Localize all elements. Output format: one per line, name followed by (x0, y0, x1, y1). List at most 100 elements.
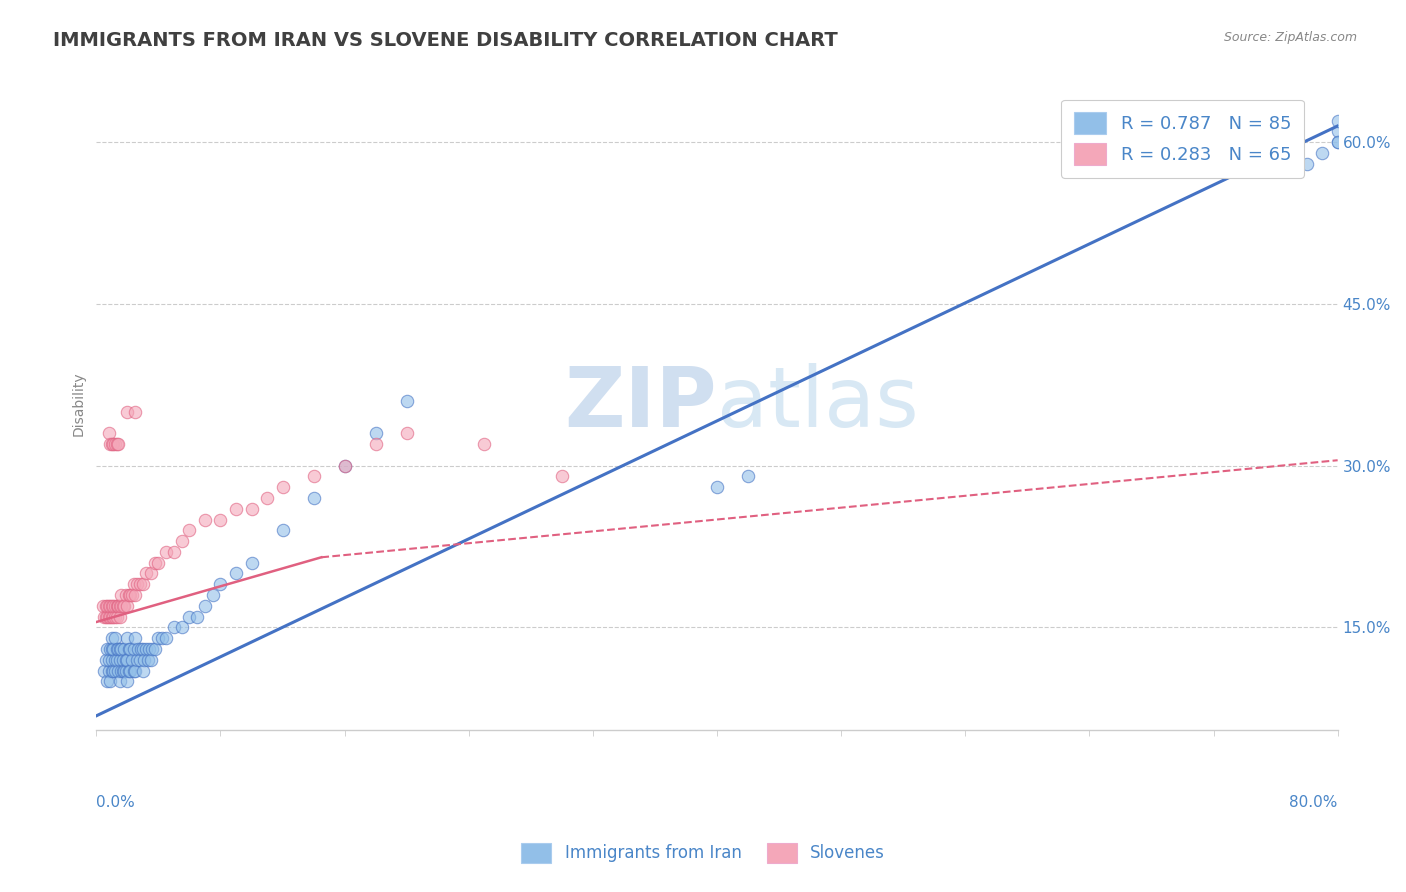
Point (472, 437, 495, 451)
Point (179, 524, 201, 538)
Point (96, 674, 118, 689)
Point (105, 653, 128, 667)
Point (240, 556, 263, 570)
Point (96, 642, 118, 657)
Point (136, 653, 159, 667)
Point (107, 642, 129, 657)
Point (101, 664, 124, 678)
Point (104, 631, 127, 645)
Point (124, 631, 146, 645)
Point (98, 642, 121, 657)
Point (364, 426, 387, 441)
Point (105, 642, 128, 657)
Point (110, 588, 132, 602)
Point (122, 577, 145, 591)
Point (1326, 135, 1348, 149)
Point (103, 609, 125, 624)
Point (1326, 113, 1348, 128)
Point (225, 501, 247, 516)
Point (256, 491, 278, 505)
Point (94, 609, 117, 624)
Point (132, 642, 155, 657)
Point (395, 393, 418, 408)
Point (103, 437, 125, 451)
Point (120, 664, 142, 678)
Point (121, 588, 143, 602)
Point (201, 588, 224, 602)
Point (333, 458, 356, 473)
Point (108, 653, 131, 667)
Point (122, 664, 145, 678)
Point (135, 566, 157, 581)
Point (125, 653, 148, 667)
Point (101, 437, 124, 451)
Point (364, 437, 387, 451)
Point (108, 642, 131, 657)
Point (105, 437, 128, 451)
Point (118, 588, 141, 602)
Point (117, 653, 139, 667)
Point (103, 642, 125, 657)
Point (240, 501, 263, 516)
Point (551, 469, 574, 483)
Point (194, 599, 217, 613)
Point (139, 566, 162, 581)
Point (117, 674, 139, 689)
Point (122, 642, 145, 657)
Point (97, 426, 120, 441)
Point (155, 631, 177, 645)
Point (103, 664, 125, 678)
Point (333, 458, 356, 473)
Point (124, 664, 146, 678)
Point (1310, 145, 1333, 160)
Point (134, 653, 156, 667)
Y-axis label: Disability: Disability (72, 371, 86, 436)
Point (111, 653, 134, 667)
Point (135, 642, 157, 657)
Point (124, 405, 146, 419)
Point (104, 437, 127, 451)
Point (128, 577, 150, 591)
Point (209, 577, 232, 591)
Point (143, 642, 166, 657)
Point (94, 653, 117, 667)
Point (101, 599, 124, 613)
Point (107, 599, 129, 613)
Point (118, 642, 141, 657)
Point (105, 599, 128, 613)
Point (97, 599, 120, 613)
Point (93, 609, 115, 624)
Point (108, 674, 131, 689)
Point (98, 437, 121, 451)
Text: IMMIGRANTS FROM IRAN VS SLOVENE DISABILITY CORRELATION CHART: IMMIGRANTS FROM IRAN VS SLOVENE DISABILI… (53, 31, 838, 50)
Point (163, 620, 186, 634)
Point (132, 664, 155, 678)
Point (150, 631, 173, 645)
Point (127, 642, 149, 657)
Point (96, 599, 118, 613)
Point (737, 469, 759, 483)
Point (98, 599, 121, 613)
Point (139, 653, 162, 667)
Point (138, 642, 160, 657)
Point (98, 609, 121, 624)
Point (302, 491, 325, 505)
Point (108, 599, 131, 613)
Point (1295, 157, 1317, 171)
Point (97, 664, 120, 678)
Point (107, 664, 129, 678)
Point (194, 512, 217, 526)
Point (186, 609, 208, 624)
Point (101, 631, 124, 645)
Point (104, 664, 127, 678)
Point (111, 599, 134, 613)
Point (105, 609, 128, 624)
Point (141, 642, 163, 657)
Point (271, 524, 294, 538)
Point (148, 556, 170, 570)
Legend: Immigrants from Iran, Slovenes: Immigrants from Iran, Slovenes (512, 832, 894, 873)
Point (170, 534, 193, 549)
Point (120, 588, 142, 602)
Point (96, 609, 118, 624)
Point (118, 664, 141, 678)
